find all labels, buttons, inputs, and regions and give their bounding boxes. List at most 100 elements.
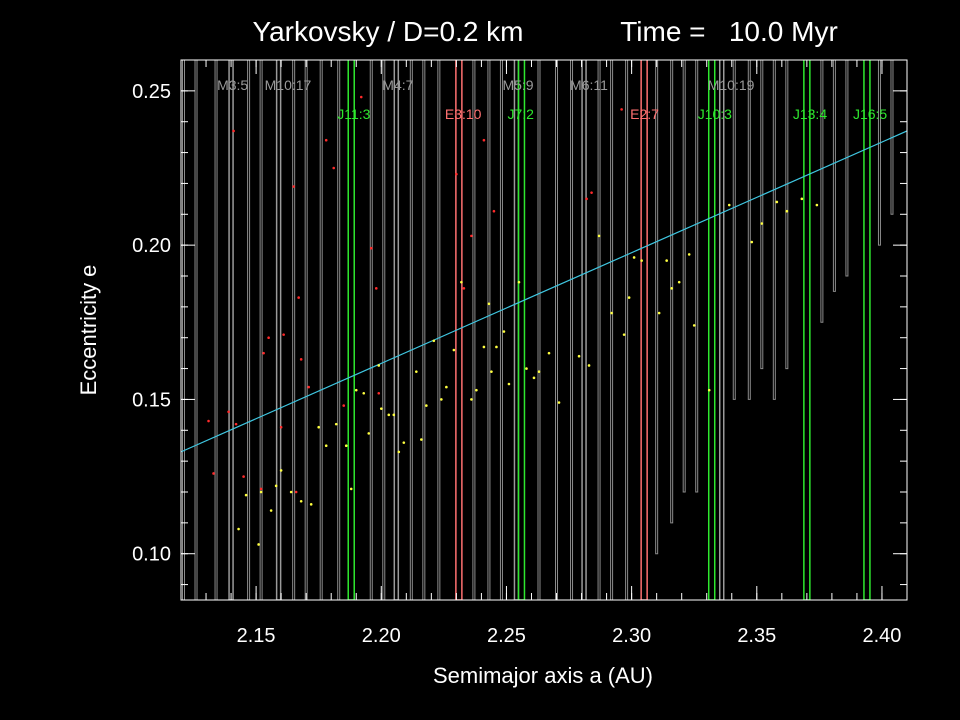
yellow-asteroid-point bbox=[597, 234, 601, 238]
yellow-asteroid-point bbox=[367, 432, 371, 435]
yellow-asteroid-point bbox=[257, 543, 260, 546]
yellow-asteroid-point bbox=[815, 203, 819, 207]
thin-resonance-line bbox=[877, 60, 881, 246]
resonance-thin-lines bbox=[182, 60, 894, 600]
red-asteroid-point bbox=[492, 209, 496, 213]
y-axis-label: Eccentricity e bbox=[76, 265, 101, 396]
yellow-asteroid-point bbox=[279, 469, 283, 472]
thin-resonance-line bbox=[682, 60, 686, 493]
yellow-asteroid-point bbox=[577, 354, 581, 358]
yellow-asteroid-point bbox=[440, 398, 443, 401]
thin-resonance-line bbox=[319, 60, 323, 600]
resonance-label: M4:7 bbox=[382, 77, 413, 93]
yellow-asteroid-point bbox=[640, 259, 643, 262]
red-asteroid-point bbox=[620, 108, 623, 111]
thin-resonance-line bbox=[570, 60, 574, 600]
thin-resonance-line bbox=[182, 60, 186, 600]
thin-resonance-line bbox=[409, 60, 413, 600]
thin-resonance-line bbox=[499, 60, 503, 600]
yellow-asteroid-point bbox=[420, 438, 423, 441]
thin-resonance-line bbox=[382, 60, 386, 600]
thin-resonance-line bbox=[537, 60, 541, 600]
red-asteroid-point bbox=[232, 129, 235, 133]
thin-resonance-line bbox=[760, 60, 764, 370]
yellow-asteroid-point bbox=[259, 490, 263, 494]
red-asteroid-point bbox=[359, 95, 363, 99]
thin-resonance-line bbox=[259, 60, 263, 600]
thin-resonance-line bbox=[597, 60, 601, 600]
resonance-label: E2:7 bbox=[630, 106, 659, 122]
plot-frame bbox=[180, 59, 908, 601]
yellow-asteroid-point bbox=[800, 197, 804, 201]
yellow-asteroid-point bbox=[507, 382, 511, 386]
yellow-asteroid-point bbox=[397, 450, 401, 454]
x-tick-label: 2.30 bbox=[612, 625, 651, 647]
yellow-asteroid-point bbox=[610, 311, 613, 315]
red-asteroid-point bbox=[332, 166, 336, 170]
red-asteroid-point bbox=[259, 487, 263, 491]
yellow-asteroid-point bbox=[707, 388, 711, 392]
yellow-asteroid-point bbox=[392, 413, 396, 417]
red-asteroid-point bbox=[455, 172, 458, 176]
red-asteroid-point bbox=[282, 333, 285, 336]
yellow-asteroid-point bbox=[677, 280, 681, 284]
resonance-line-jupiter bbox=[347, 60, 355, 600]
thin-resonance-line bbox=[732, 60, 736, 400]
resonance-label: M10:19 bbox=[708, 77, 755, 93]
yellow-asteroid-point bbox=[517, 280, 521, 284]
resonance-labels: M3:5 M10:17 M4:7 M5:9 M6:11 M10:19 E3:10 E2:7 J1… bbox=[217, 77, 887, 122]
red-asteroid-point bbox=[227, 410, 230, 414]
red-asteroid-point bbox=[369, 246, 373, 250]
trend-line bbox=[181, 130, 907, 453]
yellow-asteroid-point bbox=[557, 401, 561, 404]
red-asteroid-point bbox=[462, 287, 466, 290]
chart-title-right: Time = 10.0 Myr bbox=[620, 16, 838, 47]
x-tick-label: 2.40 bbox=[862, 625, 901, 647]
yellow-asteroid-point bbox=[317, 425, 320, 429]
yellow-asteroid-point bbox=[237, 527, 240, 531]
red-asteroid-point bbox=[377, 391, 381, 395]
resonance-label: J16:5 bbox=[853, 106, 887, 122]
thin-resonance-line bbox=[437, 60, 441, 600]
yellow-asteroid-point bbox=[665, 259, 668, 262]
x-tick-label: 2.25 bbox=[487, 625, 526, 647]
asteroid-points bbox=[207, 95, 819, 546]
red-asteroid-point bbox=[207, 419, 210, 423]
red-asteroid-point bbox=[299, 358, 303, 361]
y-tick-label: 0.20 bbox=[132, 235, 171, 257]
yellow-asteroid-point bbox=[269, 509, 273, 512]
resonance-line-mars bbox=[581, 60, 587, 600]
yellow-asteroid-point bbox=[362, 391, 366, 395]
yellow-asteroid-point bbox=[274, 484, 278, 488]
red-asteroid-point bbox=[212, 472, 215, 475]
yellow-asteroid-point bbox=[445, 385, 448, 389]
red-asteroid-point bbox=[342, 404, 346, 407]
yellow-asteroid-point bbox=[349, 487, 353, 491]
thin-resonance-line bbox=[820, 60, 824, 323]
trend-line-layer bbox=[181, 130, 907, 453]
yellow-asteroid-point bbox=[627, 296, 631, 299]
yellow-asteroid-point bbox=[487, 302, 491, 306]
yellow-asteroid-point bbox=[425, 404, 428, 407]
resonance-line-mars bbox=[718, 60, 725, 600]
resonance-label: M5:9 bbox=[502, 77, 533, 93]
x-axis-label: Semimajor axis a (AU) bbox=[433, 663, 653, 688]
yellow-asteroid-point bbox=[622, 333, 626, 336]
red-asteroid-point bbox=[482, 138, 486, 142]
x-tick-label: 2.35 bbox=[737, 625, 776, 647]
resonance-label: J13:4 bbox=[793, 106, 827, 122]
resonance-line-jupiter bbox=[517, 60, 526, 600]
red-asteroid-point bbox=[470, 234, 473, 238]
yellow-asteroid-point bbox=[387, 413, 391, 417]
yellow-asteroid-point bbox=[244, 493, 248, 497]
resonance-label: E3:10 bbox=[445, 106, 482, 122]
yellow-asteroid-point bbox=[299, 499, 303, 503]
yellow-asteroid-point bbox=[495, 345, 498, 349]
yellow-asteroid-point bbox=[475, 388, 478, 392]
yellow-asteroid-point bbox=[460, 280, 463, 284]
yellow-asteroid-point bbox=[525, 367, 528, 370]
yellow-asteroid-point bbox=[760, 222, 764, 225]
red-asteroid-point bbox=[297, 296, 300, 299]
thin-resonance-line bbox=[247, 60, 251, 600]
yellow-asteroid-point bbox=[344, 444, 348, 448]
